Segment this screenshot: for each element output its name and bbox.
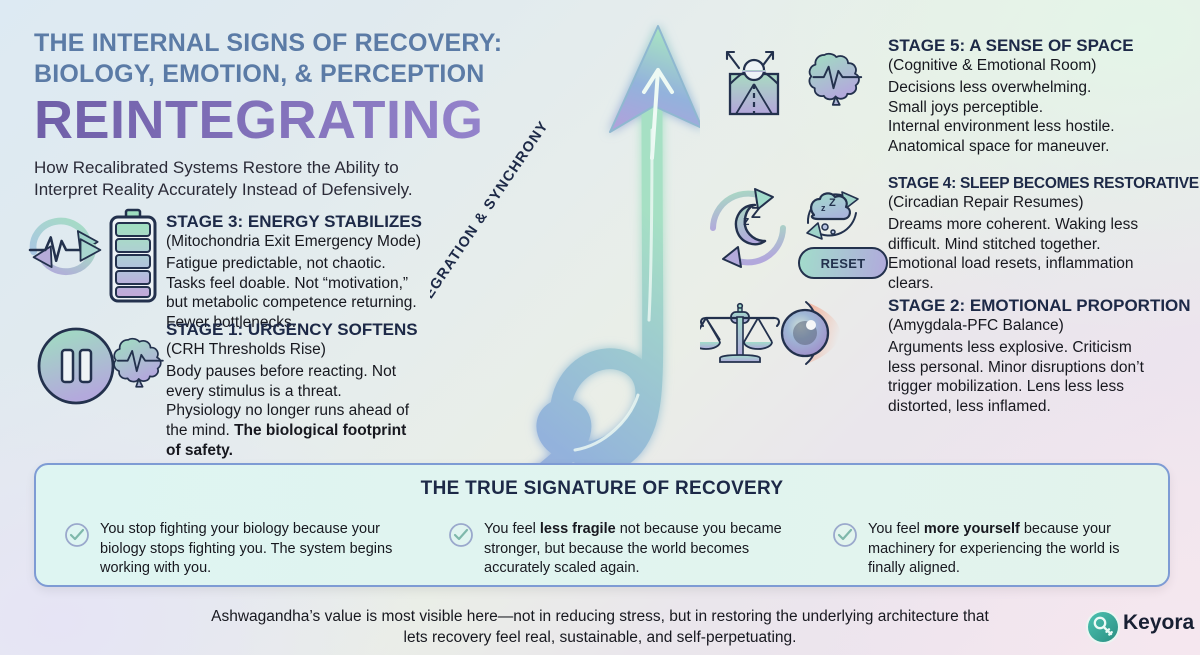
svg-text:Z: Z: [751, 205, 761, 222]
svg-text:z: z: [743, 213, 750, 228]
svg-text:z: z: [821, 203, 826, 213]
svg-text:Z: Z: [829, 197, 836, 209]
